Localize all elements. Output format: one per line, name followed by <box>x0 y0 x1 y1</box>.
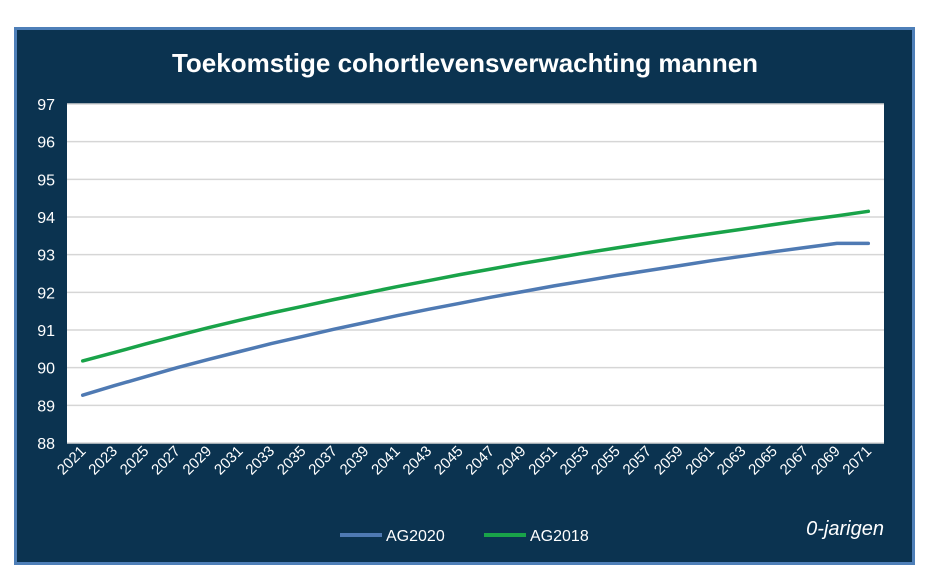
x-tick-label: 2033 <box>242 443 278 479</box>
series-lines <box>80 209 871 397</box>
x-tick-label: 2029 <box>180 443 216 479</box>
y-tick-label: 88 <box>37 436 55 453</box>
y-tick-label: 90 <box>37 361 55 378</box>
y-tick-label: 95 <box>37 172 55 189</box>
x-tick-label: 2043 <box>400 443 436 479</box>
x-axis-ticks: 2021202320252027202920312033203520372039… <box>54 443 875 479</box>
x-tick-label: 2035 <box>274 443 310 479</box>
x-tick-label: 2025 <box>117 443 153 479</box>
x-tick-label: 2063 <box>714 443 750 479</box>
x-tick-label: 2041 <box>368 443 404 479</box>
x-tick-label: 2049 <box>494 443 530 479</box>
x-tick-label: 2037 <box>305 443 341 479</box>
x-tick-label: 2047 <box>462 443 498 479</box>
x-tick-label: 2039 <box>337 443 373 479</box>
x-tick-label: 2023 <box>85 443 121 479</box>
x-tick-label: 2059 <box>651 443 687 479</box>
chart-title: Toekomstige cohortlevensverwachting mann… <box>172 48 758 78</box>
x-tick-label: 2069 <box>808 443 844 479</box>
x-tick-label: 2067 <box>777 443 813 479</box>
x-tick-label: 2045 <box>431 443 467 479</box>
x-tick-label: 2053 <box>557 443 593 479</box>
y-tick-label: 92 <box>37 285 55 302</box>
x-tick-label: 2027 <box>148 443 184 479</box>
legend-label: AG2020 <box>386 528 445 545</box>
x-tick-label: 2061 <box>682 443 718 479</box>
y-axis-ticks: 88 89 90 91 92 93 94 95 96 97 <box>37 97 55 453</box>
series-line-ag2018 <box>80 209 871 363</box>
x-tick-label: 2065 <box>745 443 781 479</box>
legend: AG2020 AG2018 <box>340 528 589 545</box>
series-line-ag2020 <box>80 241 871 397</box>
note-label: 0-jarigen <box>806 518 884 540</box>
y-tick-label: 97 <box>37 97 55 114</box>
y-tick-label: 89 <box>37 398 55 415</box>
x-tick-label: 2055 <box>588 443 624 479</box>
x-tick-label: 2057 <box>620 443 656 479</box>
y-tick-label: 94 <box>37 210 55 227</box>
x-tick-label: 2071 <box>839 443 875 479</box>
y-tick-label: 91 <box>37 323 55 340</box>
y-tick-label: 93 <box>37 248 55 265</box>
x-tick-label: 2051 <box>525 443 561 479</box>
x-tick-label: 2031 <box>211 443 247 479</box>
legend-label: AG2018 <box>530 528 589 545</box>
x-tick-label: 2021 <box>54 443 90 479</box>
y-tick-label: 96 <box>37 135 55 152</box>
